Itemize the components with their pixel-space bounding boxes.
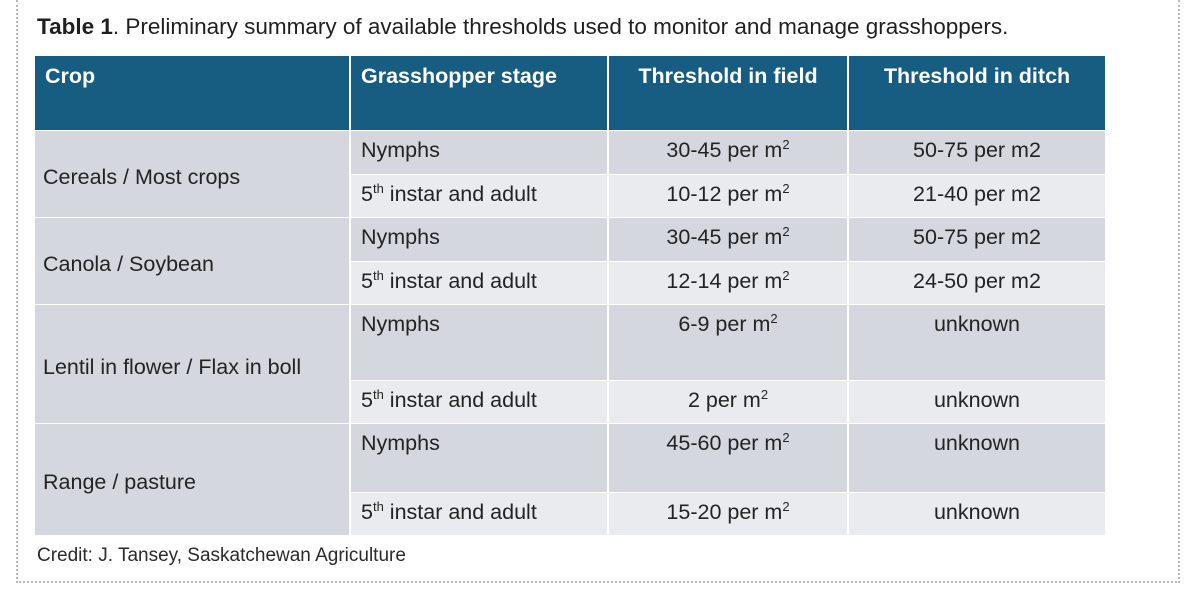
stage-rest: instar and adult (383, 268, 537, 293)
threshold-table: Crop Grasshopper stage Threshold in fiel… (35, 56, 1105, 535)
field-threshold-cell: 45-60 per m2 (608, 422, 849, 492)
stage-text: Nymphs (361, 137, 440, 162)
ditch-threshold-cell: 50-75 per m2 (848, 216, 1105, 261)
table-row: Canola / Soybean Nymphs 30-45 per m2 50-… (35, 216, 1105, 304)
header-stage: Grasshopper stage (350, 56, 609, 130)
field-sup: 2 (782, 267, 790, 283)
table-row: 5th instar and adult 15-20 per m2 unknow… (35, 491, 1105, 535)
stage-rest: instar and adult (383, 181, 537, 206)
field-threshold-cell: 30-45 per m2 (608, 129, 849, 174)
crop-cell: Lentil in flower / Flax in boll (35, 303, 351, 423)
crop-cell: Canola / Soybean (35, 216, 351, 304)
field-threshold-cell: 15-20 per m2 (608, 491, 849, 535)
stage-cell: Nymphs (350, 216, 609, 261)
stage-text: Nymphs (361, 224, 440, 249)
figure-frame (16, 0, 1180, 583)
field-sup: 2 (782, 429, 790, 445)
ditch-threshold-cell: 21-40 per m2 (848, 173, 1105, 217)
ditch-threshold-cell: unknown (848, 491, 1105, 535)
table-row: 5th instar and adult 12-14 per m2 24-50 … (35, 260, 1105, 304)
field-threshold-cell: 30-45 per m2 (608, 216, 849, 261)
field-sup: 2 (770, 310, 778, 326)
table-row: Cereals / Most crops Nymphs 30-45 per m2… (35, 129, 1105, 217)
field-sup: 2 (782, 136, 790, 152)
field-text: 30-45 per m (666, 224, 783, 249)
field-text: 12-14 per m (666, 268, 783, 293)
table-header-row: Crop Grasshopper stage Threshold in fiel… (35, 56, 1105, 130)
ditch-threshold-cell: unknown (848, 303, 1105, 380)
stage-rest: instar and adult (383, 387, 537, 412)
table-row: Range / pasture Nymphs 45-60 per m2 unkn… (35, 422, 1105, 535)
table-row: Lentil in flower / Flax in boll Nymphs 6… (35, 303, 1105, 423)
caption-label: Table 1 (37, 14, 113, 39)
field-threshold-cell: 12-14 per m2 (608, 260, 849, 304)
stage-text: 5 (361, 181, 373, 206)
field-sup: 2 (782, 498, 790, 514)
stage-cell: 5th instar and adult (350, 379, 609, 423)
stage-sup: th (372, 267, 384, 283)
field-sup: 2 (782, 180, 790, 196)
stage-rest: instar and adult (383, 499, 537, 524)
ditch-threshold-cell: 50-75 per m2 (848, 129, 1105, 174)
stage-cell: 5th instar and adult (350, 491, 609, 535)
stage-sup: th (372, 386, 384, 402)
stage-text: 5 (361, 268, 373, 293)
stage-cell: 5th instar and adult (350, 173, 609, 217)
field-text: 10-12 per m (666, 181, 783, 206)
field-sup: 2 (782, 223, 790, 239)
stage-sup: th (372, 180, 384, 196)
ditch-threshold-cell: unknown (848, 422, 1105, 492)
stage-text: 5 (361, 387, 373, 412)
stage-cell: 5th instar and adult (350, 260, 609, 304)
field-sup: 2 (760, 386, 769, 402)
field-text: 15-20 per m (666, 499, 783, 524)
field-text: 2 per m (687, 387, 761, 412)
header-crop: Crop (35, 56, 351, 130)
field-text: 45-60 per m (666, 430, 783, 455)
credit-line: Credit: J. Tansey, Saskatchewan Agricult… (37, 545, 406, 566)
ditch-threshold-cell: 24-50 per m2 (848, 260, 1105, 304)
header-threshold-field: Threshold in field (608, 56, 849, 130)
stage-cell: Nymphs (350, 422, 609, 492)
crop-cell: Range / pasture (35, 422, 351, 535)
stage-cell: Nymphs (350, 129, 609, 174)
ditch-threshold-cell: unknown (848, 379, 1105, 423)
table-row: 5th instar and adult 2 per m2 unknown (35, 379, 1105, 423)
header-threshold-ditch: Threshold in ditch (848, 56, 1105, 130)
field-text: 6-9 per m (678, 311, 771, 336)
caption-text: . Preliminary summary of available thres… (112, 14, 1009, 39)
stage-sup: th (372, 498, 384, 514)
stage-text: 5 (361, 499, 373, 524)
crop-cell: Cereals / Most crops (35, 129, 351, 217)
stage-text: Nymphs (361, 430, 440, 455)
stage-cell: Nymphs (350, 303, 609, 380)
table-row: 5th instar and adult 10-12 per m2 21-40 … (35, 173, 1105, 217)
field-threshold-cell: 2 per m2 (608, 379, 849, 423)
field-threshold-cell: 10-12 per m2 (608, 173, 849, 217)
field-threshold-cell: 6-9 per m2 (608, 303, 849, 380)
table-caption: Table 1. Preliminary summary of availabl… (37, 14, 1008, 40)
stage-text: Nymphs (361, 311, 440, 336)
field-text: 30-45 per m (666, 137, 783, 162)
